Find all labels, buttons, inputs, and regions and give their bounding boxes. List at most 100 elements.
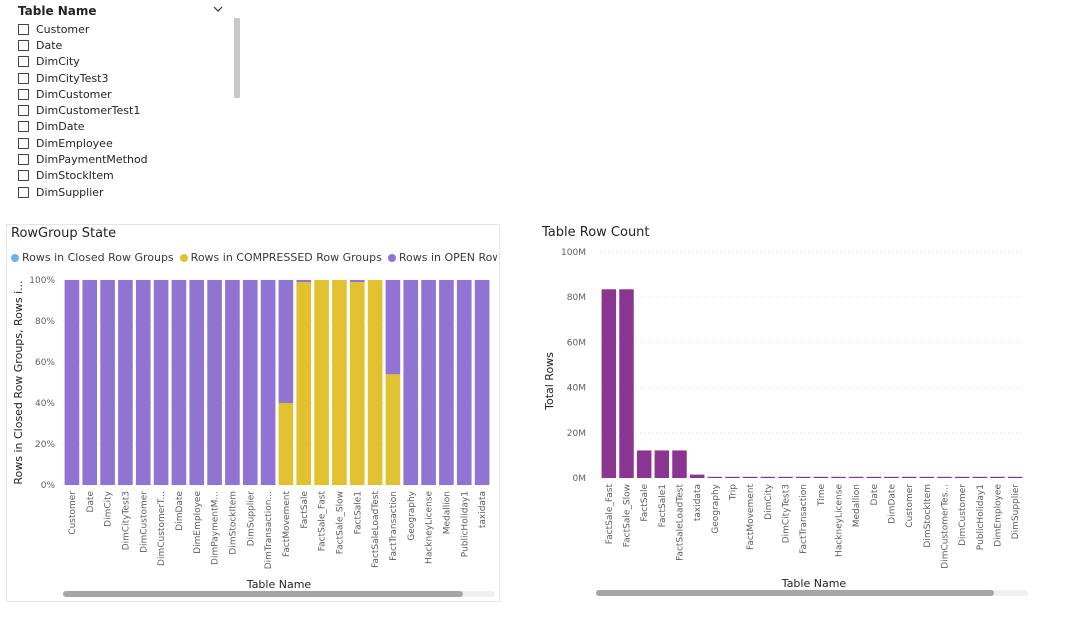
x-tick-label: Medallion (852, 484, 862, 527)
scrollbar-thumb[interactable] (596, 590, 994, 596)
bar (919, 476, 935, 478)
x-tick-label: HackneyLicense (835, 484, 845, 557)
bar (972, 476, 988, 478)
checkbox[interactable] (18, 121, 29, 133)
legend-item-compressed[interactable]: Rows in COMPRESSED Row Groups (179, 251, 382, 264)
x-tick-label: HackneyLicense (425, 491, 435, 564)
checkbox[interactable] (18, 72, 29, 84)
bar (795, 476, 811, 478)
y-axis-title: Total Rows (543, 352, 556, 411)
slicer-item[interactable]: DimEmployee (18, 135, 223, 151)
bar-segment (100, 280, 115, 485)
slicer-item[interactable]: DimPaymentMethod (18, 151, 223, 167)
slicer-item[interactable]: DimStockItem (18, 168, 223, 184)
slicer-scrollbar[interactable] (234, 18, 240, 98)
horizontal-scrollbar[interactable] (63, 591, 495, 597)
bar (654, 450, 670, 478)
bar-segment (332, 280, 347, 485)
checkbox[interactable] (18, 23, 29, 35)
x-tick-label: DimDate (175, 491, 185, 531)
horizontal-scrollbar[interactable] (596, 590, 1028, 596)
bar-segment (456, 280, 472, 485)
legend-label: Rows in Closed Row Groups (22, 251, 174, 264)
table-row-count-chart: 0M 20M 40M 60M 80M 100M FactSale_Fast FactSale_… (543, 248, 1024, 590)
bar-segment (260, 280, 276, 485)
x-tick-label: Time (817, 484, 827, 507)
slicer-item[interactable]: DimDate (18, 119, 223, 135)
x-tick-label: FactMovement (282, 491, 292, 557)
x-tick-label: DimEmployee (193, 491, 203, 554)
slicer-item[interactable]: Customer (18, 21, 223, 37)
legend-item-open[interactable]: Rows in OPEN Row G... (387, 251, 497, 264)
slicer-item[interactable]: DimCity (18, 54, 223, 70)
slicer-item-label: DimEmployee (36, 136, 113, 150)
slicer-item[interactable]: DimCityTest3 (18, 70, 223, 86)
slicer-item[interactable]: DimCustomer (18, 86, 223, 102)
slicer-item-label: DimCity (36, 55, 80, 69)
table-row-count-visual: Table Row Count 0M 20M 40M 60M 80M 100M FactSa… (532, 224, 1032, 602)
x-tick-label: FactSale (640, 484, 650, 522)
slicer-item-label: DimCustomer (36, 87, 112, 101)
x-tick-label: FactSale_Fast (605, 484, 615, 545)
chart-title: RowGroup State (11, 226, 117, 241)
scrollbar-thumb[interactable] (63, 591, 463, 597)
bar-segment (171, 280, 187, 485)
bar (954, 476, 970, 478)
slicer-list: Customer Date DimCity DimCityTest3 DimCustom… (18, 21, 223, 203)
bar-segment (367, 280, 383, 485)
slicer-title: Table Name (18, 4, 97, 18)
bar-segment (225, 280, 240, 485)
bar (813, 476, 829, 478)
slicer-item-label: Date (36, 38, 63, 52)
chart-legend: Rows in Closed Row Groups Rows in COMPRE… (11, 251, 497, 264)
bar (1007, 476, 1023, 478)
checkbox[interactable] (18, 105, 29, 117)
bar-segment (278, 280, 294, 403)
checkbox[interactable] (18, 137, 29, 149)
bar-segment (242, 280, 258, 485)
slicer-item[interactable]: DimCustomerTest1 (18, 102, 223, 118)
x-tick-label: DimDate (888, 484, 898, 524)
bar-segment (82, 280, 98, 485)
bar (672, 450, 687, 478)
x-tick-label: DimCity (764, 483, 774, 520)
y-tick-label: 0% (41, 481, 56, 491)
x-tick-label: Medallion (442, 491, 452, 534)
bar-segment (349, 282, 365, 485)
bar (601, 289, 617, 478)
slicer-item-label: DimSupplier (36, 185, 104, 199)
chart-title: Table Row Count (542, 225, 650, 240)
y-tick-label: 60% (35, 358, 55, 368)
slicer-item[interactable]: Date (18, 37, 223, 53)
x-tick-label: DimCustomer (958, 484, 968, 546)
bar (778, 476, 793, 478)
x-tick-label: Geography (711, 483, 721, 533)
y-tick-label: 40% (35, 399, 55, 409)
x-axis-title: Table Name (781, 577, 847, 590)
x-tick-label: DimCity (104, 490, 114, 527)
bar-segment (189, 280, 205, 485)
bar-segment (278, 403, 294, 485)
checkbox[interactable] (18, 154, 29, 166)
bar-segment (118, 280, 133, 485)
x-tick-label: DimCityTest3 (121, 491, 131, 550)
y-tick-label: 60M (567, 338, 586, 348)
x-tick-label: FactSale (300, 491, 310, 529)
x-tick-label: DimStockItem (228, 491, 238, 555)
x-tick-label: FactSale_Fast (318, 491, 328, 552)
checkbox[interactable] (18, 170, 29, 182)
bar (707, 476, 723, 478)
checkbox[interactable] (18, 56, 29, 68)
chevron-down-icon[interactable] (212, 3, 224, 15)
checkbox[interactable] (18, 186, 29, 198)
checkbox[interactable] (18, 88, 29, 100)
slicer-item[interactable]: DimSupplier (18, 184, 223, 200)
y-tick-label: 20% (35, 440, 55, 450)
x-tick-label: Geography (407, 490, 417, 540)
y-tick-label: 80% (35, 317, 55, 327)
bar (848, 476, 864, 478)
x-tick-label: DimSupplier (246, 491, 256, 547)
y-tick-label: 100M (561, 248, 586, 258)
legend-item-closed[interactable]: Rows in Closed Row Groups (11, 251, 174, 264)
checkbox[interactable] (18, 39, 29, 51)
